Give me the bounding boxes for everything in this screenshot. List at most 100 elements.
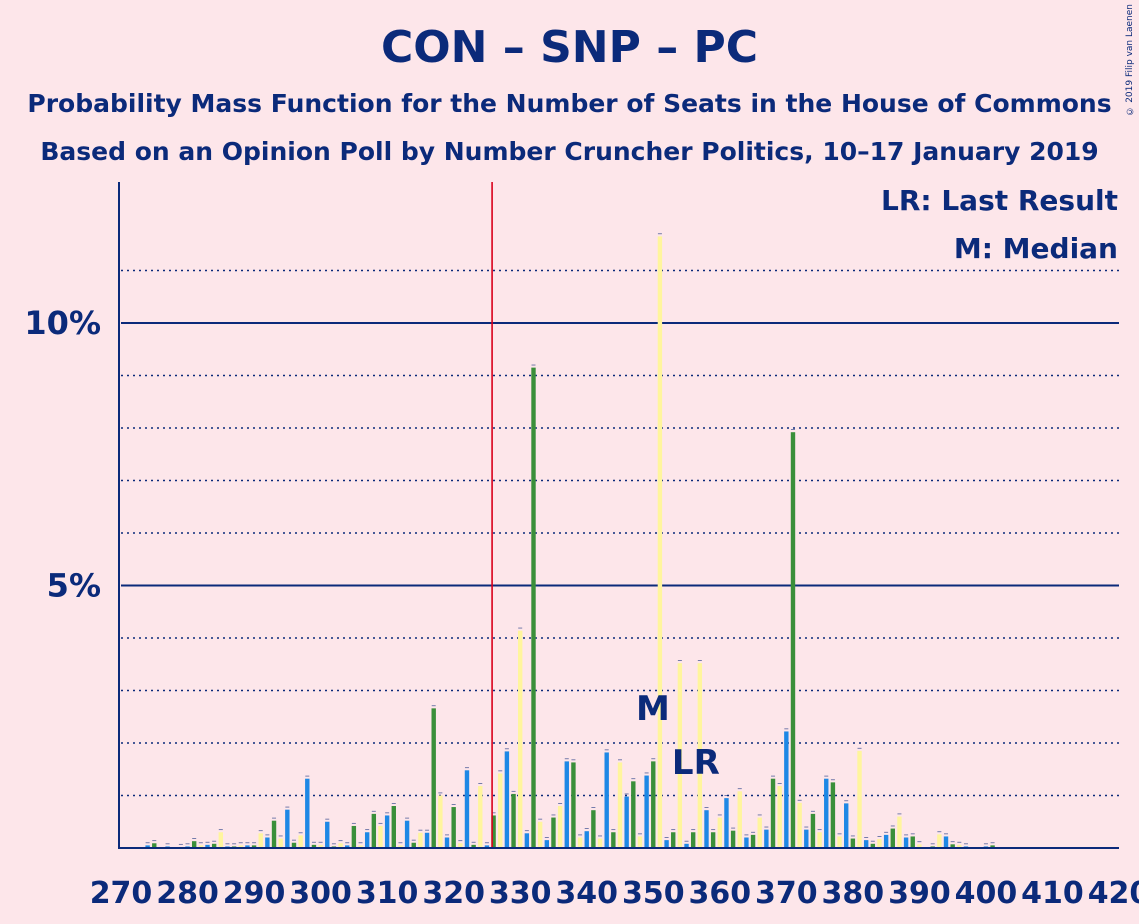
bar-label-mark — [285, 806, 290, 808]
bar-seat-304 — [345, 845, 350, 848]
bar-label-mark — [578, 834, 583, 836]
bar-label-mark — [837, 833, 842, 835]
bar-seat-327 — [498, 773, 503, 848]
bar-seat-343 — [604, 752, 609, 848]
bar-label-mark — [857, 747, 862, 749]
chart-subtitle: Probability Mass Function for the Number… — [27, 89, 1112, 118]
bar-seat-281 — [191, 841, 197, 848]
bar-seat-394 — [943, 836, 949, 848]
bar-label-mark — [704, 807, 709, 808]
bar-seat-367 — [764, 829, 769, 848]
bar-label-mark — [165, 843, 170, 845]
bar-label-mark — [425, 829, 430, 831]
bar-seat-329 — [511, 793, 516, 848]
bar-label-mark — [711, 829, 716, 831]
bar-seat-381 — [857, 750, 862, 848]
bar-seat-379 — [844, 803, 849, 848]
bar-label-mark — [371, 810, 376, 812]
bar-seat-393 — [937, 834, 942, 848]
bar-label-mark — [265, 834, 270, 836]
bar-label-mark — [917, 841, 922, 843]
bar-label-mark — [451, 804, 456, 805]
bar-seat-298 — [305, 778, 310, 848]
bar-label-mark — [784, 728, 789, 730]
bar-seat-389 — [910, 836, 915, 848]
bar-label-mark — [145, 842, 150, 844]
bar-label-mark — [398, 842, 403, 844]
bar-label-mark — [258, 830, 263, 832]
bar-seat-307 — [364, 832, 370, 848]
bar-seat-320 — [451, 807, 456, 848]
x-tick-label: 370 — [755, 876, 818, 911]
x-tick-label: 270 — [90, 876, 153, 911]
bar-label-mark — [757, 814, 762, 816]
bar-label-mark — [777, 783, 782, 784]
bar-seat-316 — [424, 832, 430, 848]
bar-seat-355 — [684, 843, 689, 848]
bar-label-mark — [178, 843, 183, 845]
bar-seat-342 — [597, 838, 603, 848]
bar-label-mark — [884, 831, 889, 833]
bar-label-mark — [764, 826, 769, 828]
bar-label-mark — [817, 829, 822, 831]
bar-seat-318 — [438, 795, 443, 848]
bar-label-mark — [351, 822, 356, 824]
bar-seat-330 — [518, 630, 523, 848]
bar-seat-283 — [205, 844, 210, 848]
bar-label-mark — [957, 841, 962, 843]
bar-label-mark — [272, 817, 277, 819]
bar-seat-274 — [145, 845, 150, 848]
bar-seat-344 — [611, 832, 616, 848]
bar-label-mark — [484, 842, 489, 844]
bar-seat-366 — [757, 817, 762, 848]
bar-seat-313 — [404, 820, 410, 848]
bar-seat-390 — [917, 844, 922, 848]
bar-seat-303 — [338, 843, 343, 848]
bar-label-mark — [810, 810, 815, 812]
bar-seat-328 — [504, 751, 510, 848]
bar-label-mark — [830, 779, 835, 781]
bar-seat-284 — [211, 843, 217, 848]
bar-seat-300 — [318, 844, 323, 848]
x-tick-label: 310 — [356, 876, 419, 911]
last-result-marker: LR — [672, 743, 720, 783]
bar-label-mark — [225, 843, 230, 845]
bar-label-mark — [870, 840, 875, 842]
bar-label-mark — [631, 778, 636, 780]
bar-label-mark — [897, 813, 902, 815]
bar-seat-290 — [251, 845, 257, 848]
bar-label-mark — [391, 803, 396, 804]
bar-label-mark — [564, 758, 569, 760]
bar-label-mark — [205, 841, 210, 843]
bar-label-mark — [684, 840, 689, 842]
bar-label-mark — [664, 837, 669, 838]
bar-label-mark — [877, 836, 882, 837]
x-tick-label: 410 — [1021, 876, 1084, 911]
legend-entry: LR: Last Result — [881, 184, 1118, 217]
bar-seat-297 — [298, 835, 303, 848]
bar-label-mark — [458, 840, 463, 842]
bar-label-mark — [192, 838, 197, 839]
bar-label-mark — [604, 749, 609, 751]
bar-seat-349 — [644, 775, 649, 848]
x-tick-label: 420 — [1088, 876, 1139, 911]
bar-seat-337 — [564, 761, 569, 848]
bar-label-mark — [278, 835, 283, 837]
bar-label-mark — [671, 829, 676, 831]
bar-seat-345 — [617, 762, 623, 848]
bar-seat-351 — [657, 236, 663, 848]
bar-label-mark — [232, 843, 237, 845]
bar-label-mark — [910, 833, 915, 835]
x-tick-label: 300 — [289, 876, 352, 911]
bar-seat-371 — [790, 432, 796, 848]
bar-label-mark — [291, 839, 296, 841]
bar-label-mark — [611, 829, 616, 831]
bar-label-mark — [598, 835, 603, 837]
bar-label-mark — [365, 829, 370, 831]
bar-label-mark — [584, 828, 589, 829]
bar-label-mark — [345, 842, 350, 844]
bar-label-mark — [724, 795, 729, 796]
bar-label-mark — [571, 759, 576, 761]
bar-seat-310 — [384, 815, 390, 848]
